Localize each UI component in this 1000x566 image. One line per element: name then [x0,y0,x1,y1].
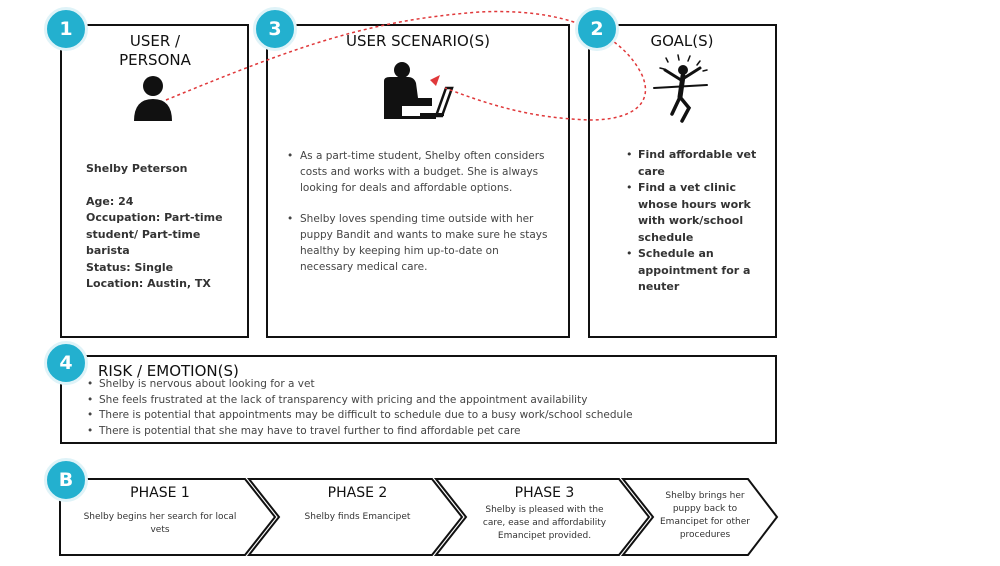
phase-3-title: PHASE 3 [514,485,575,501]
phase-3-desc-1: Shelby is pleased with the [485,505,604,515]
risk-item: Shelby is nervous about looking for a ve… [86,377,766,393]
risk-item: There is potential that she may have to … [86,424,766,440]
persona-occupation-2: student/ Part-time [86,227,201,241]
celebrating-person-icon [653,54,708,123]
persona-location: Location: Austin, TX [86,277,211,290]
goal-item: Find affordable vet care [622,147,767,180]
persona-title-line1: USER / [129,32,181,50]
persona-occupation-1: Occupation: Part-time [86,211,223,224]
phase-3-desc-3: Emancipet provided. [497,531,592,541]
person-at-laptop-icon [384,62,454,119]
persona-occupation-3: barista [86,244,130,257]
badge-phases: B [44,458,88,502]
risk-item: There is potential that appointments may… [86,408,766,424]
phase-1-title: PHASE 1 [130,485,190,501]
phase-1-desc-1: Shelby begins her search for local [83,512,237,522]
phase-4-desc-4: procedures [679,530,731,540]
phase-4: Shelby brings her puppy back to Emancipe… [645,490,765,542]
scenario-item: Shelby loves spending time outside with … [285,211,555,275]
badge-goal: 2 [575,7,619,51]
persona-details: Shelby Peterson Age: 24 Occupation: Part… [86,161,236,293]
persona-name: Shelby Peterson [86,162,188,175]
persona-title: USER / PERSONA [100,32,210,70]
goal-title: GOAL(S) [650,32,714,50]
phase-4-desc-2: puppy back to [672,504,738,514]
scenario-title: USER SCENARIO(S) [345,32,490,50]
badge-user: 1 [44,7,88,51]
risk-list: Shelby is nervous about looking for a ve… [86,377,766,439]
phase-4-desc-1: Shelby brings her [665,491,745,501]
badge-risk: 4 [44,341,88,385]
risk-item: She feels frustrated at the lack of tran… [86,393,766,409]
phase-2: PHASE 2 Shelby finds Emancipet [275,485,440,524]
phase-4-chevron [620,478,779,556]
phase-3-desc-2: care, ease and affordability [482,518,607,528]
dashed-connector [165,10,647,121]
risk-title: RISK / EMOTION(S) [98,362,239,380]
phase-3: PHASE 3 Shelby is pleased with the care,… [462,485,627,543]
phase-2-desc-1: Shelby finds Emancipet [304,512,411,522]
persona-title-line2: PERSONA [119,51,191,69]
red-arrow-icon [430,75,440,86]
phase-1: PHASE 1 Shelby begins her search for loc… [70,485,250,537]
goal-list: Find affordable vet care Find a vet clin… [622,147,767,296]
phase-2-title: PHASE 2 [327,485,388,501]
persona-status: Status: Single [86,260,174,274]
phase-2-chevron [246,478,464,556]
phase-1-chevron [59,478,277,556]
badge-scenario: 3 [253,7,297,51]
scenario-list: As a part-time student, Shelby often con… [285,148,555,290]
goal-item: Find a vet clinic whose hours work with … [622,180,767,246]
phase-3-chevron [433,478,651,556]
persona-age: Age: 24 [86,194,134,208]
phase-1-desc-2: vets [150,525,170,535]
phase-4-desc-3: Emancipet for other [660,517,750,527]
goal-item: Schedule an appointment for a neuter [622,246,767,296]
scenario-item: As a part-time student, Shelby often con… [285,148,555,196]
person-icon [134,76,172,121]
